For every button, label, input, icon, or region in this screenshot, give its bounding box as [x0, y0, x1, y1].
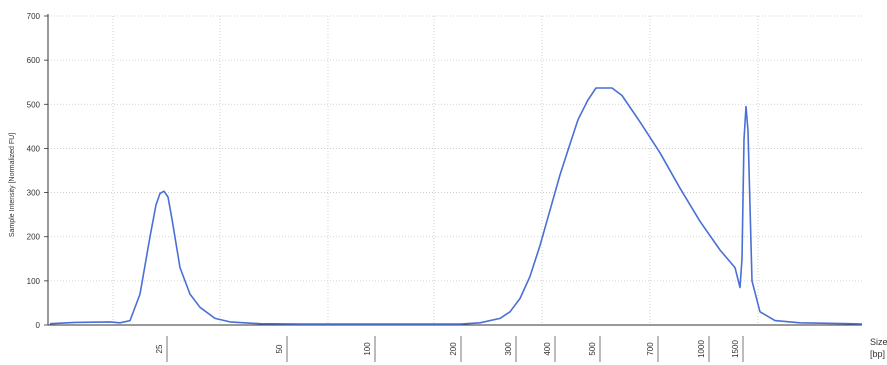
y-tick-label: 600	[27, 56, 41, 65]
axes	[47, 14, 862, 326]
x-tick-label: 1500	[731, 340, 740, 358]
y-tick-label: 200	[27, 233, 41, 242]
x-tick-label: 200	[449, 342, 458, 356]
y-tick-label: 400	[27, 144, 41, 153]
x-tick-label: 25	[155, 344, 164, 353]
x-tick-label: 700	[646, 342, 655, 356]
grid-lines	[48, 15, 862, 325]
x-tick-label: 400	[543, 342, 552, 356]
x-tick-label: 50	[275, 344, 284, 353]
x-axis-unit-bp: [bp]	[870, 349, 885, 359]
x-axis-ticks: 25 50 100 200 300 400 500 700 1000 1500	[155, 336, 744, 362]
y-tick-label: 500	[27, 100, 41, 109]
y-axis-ticks: 0 100 200 300 400 500 600 700	[27, 12, 48, 330]
y-tick-label: 700	[27, 12, 41, 21]
series-group	[49, 87, 863, 325]
x-tick-label: 300	[504, 342, 513, 356]
y-axis-label: Sample Intensity [Normalized FU]	[9, 133, 16, 237]
y-tick-label: 0	[36, 321, 41, 330]
x-tick-label: 500	[588, 342, 597, 356]
series-line	[49, 87, 863, 325]
x-axis-unit-size: Size	[870, 337, 887, 347]
x-tick-label: 100	[363, 342, 372, 356]
y-tick-label: 300	[27, 189, 41, 198]
x-tick-label: 1000	[697, 340, 706, 358]
y-tick-label: 100	[27, 277, 41, 286]
